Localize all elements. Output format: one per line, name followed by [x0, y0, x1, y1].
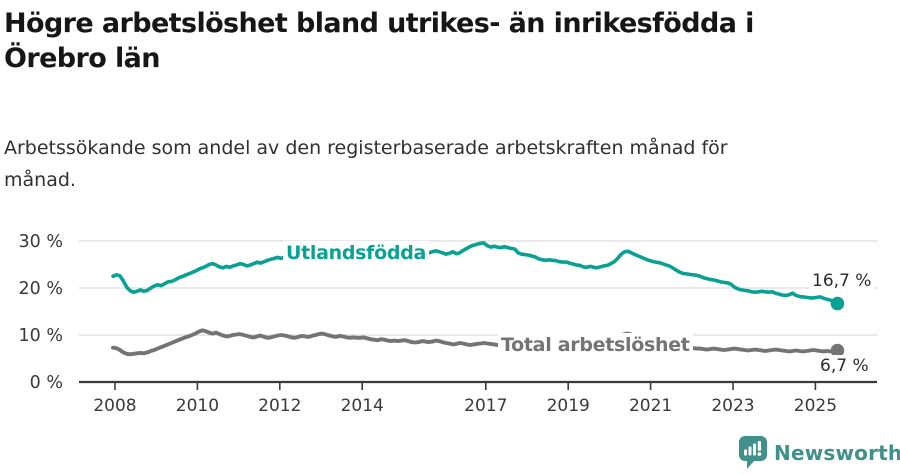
chart-title-line-1: Högre arbetslöshet bland utrikes- än inr… [4, 8, 754, 39]
footer-brand-link[interactable]: Newsworthy [739, 436, 900, 469]
y-tick-label: 20 % [19, 279, 63, 299]
x-tick-label: 2019 [547, 396, 590, 416]
end-value-label-utlandsfodda: 16,7 % [809, 270, 875, 292]
y-tick-label: 30 % [19, 232, 63, 252]
y-tick-label: 10 % [19, 326, 63, 346]
newsworthy-logo-icon [739, 436, 767, 469]
x-tick-label: 2023 [711, 396, 754, 416]
x-tick-label: 2012 [258, 396, 301, 416]
x-tick-label: 2025 [794, 396, 837, 416]
series-label-utlandsfodda: Utlandsfödda [283, 241, 430, 265]
end-dot-total-arbetsloshet [830, 343, 845, 358]
end-value-label-total-arbetsloshet: 6,7 % [817, 355, 872, 377]
x-tick-label: 2017 [464, 396, 507, 416]
end-dot-utlandsfodda [830, 296, 845, 311]
series-line-utlandsfodda [111, 241, 840, 306]
chart-subtitle-line-2: månad. [4, 169, 76, 191]
chart-subtitle-line-1: Arbetssökande som andel av den registerb… [4, 137, 728, 159]
series-line-total-arbetsloshet [111, 328, 840, 357]
x-tick-label: 2008 [93, 396, 136, 416]
footer-brand-name: Newsworthy [774, 440, 900, 465]
series-label-total-arbetsloshet: Total arbetslöshet [498, 333, 693, 357]
x-tick-label: 2021 [629, 396, 672, 416]
chart-subtitle: Arbetssökande som andel av den registerb… [4, 132, 864, 196]
chart-title: Högre arbetslöshet bland utrikes- än inr… [4, 6, 864, 76]
x-tick-label: 2010 [176, 396, 219, 416]
y-tick-label: 0 % [30, 373, 63, 393]
chart-title-line-2: Örebro län [4, 43, 160, 74]
x-tick-label: 2014 [341, 396, 384, 416]
